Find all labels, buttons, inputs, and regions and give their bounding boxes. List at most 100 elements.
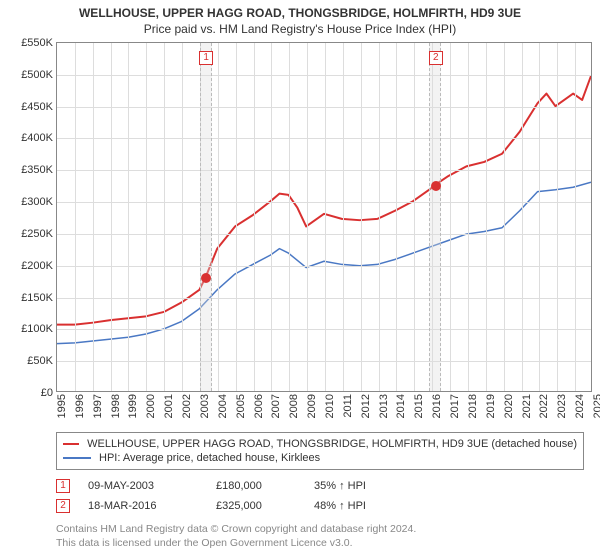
y-tick-label: £500K: [21, 69, 57, 81]
x-tick-label: 2024: [574, 394, 586, 418]
gridline-v: [254, 43, 255, 391]
x-tick-label: 1995: [56, 394, 68, 418]
x-tick-label: 2012: [360, 394, 372, 418]
series-hpi: [57, 182, 591, 343]
x-tick-label: 1997: [92, 394, 104, 418]
y-tick-label: £100K: [21, 323, 57, 335]
x-axis-ticks: 1995 1996 1997 1998 1999 2000 2001 2002 2003 2004…: [56, 392, 592, 426]
transaction-marker: 2: [56, 499, 70, 513]
gridline-v: [575, 43, 576, 391]
x-tick-label: 1998: [110, 394, 122, 418]
gridline-v: [325, 43, 326, 391]
y-tick-label: £250K: [21, 228, 57, 240]
marker-box: 2: [429, 51, 443, 65]
gridline-v: [182, 43, 183, 391]
gridline-h: [57, 202, 591, 203]
gridline-v: [218, 43, 219, 391]
y-tick-label: £50K: [27, 355, 57, 367]
shade-band: [200, 43, 213, 391]
gridline-v: [75, 43, 76, 391]
gridline-v: [307, 43, 308, 391]
footer-line: This data is licensed under the Open Gov…: [56, 536, 584, 550]
gridline-v: [414, 43, 415, 391]
transactions-table: 1 09-MAY-2003 £180,000 35% ↑ HPI 2 18-MA…: [56, 476, 584, 516]
y-tick-label: £350K: [21, 164, 57, 176]
gridline-v: [236, 43, 237, 391]
chart-titles: WELLHOUSE, UPPER HAGG ROAD, THONGSBRIDGE…: [8, 6, 592, 36]
gridline-v: [486, 43, 487, 391]
transaction-row: 1 09-MAY-2003 £180,000 35% ↑ HPI: [56, 476, 584, 496]
x-tick-label: 2014: [395, 394, 407, 418]
x-tick-label: 2004: [217, 394, 229, 418]
gridline-h: [57, 298, 591, 299]
x-tick-label: 2013: [378, 394, 390, 418]
x-tick-label: 2019: [485, 394, 497, 418]
transaction-marker: 1: [56, 479, 70, 493]
chart-container: WELLHOUSE, UPPER HAGG ROAD, THONGSBRIDGE…: [0, 0, 600, 556]
x-tick-label: 2003: [199, 394, 211, 418]
series-property: [57, 76, 591, 325]
gridline-v: [396, 43, 397, 391]
y-tick-label: £300K: [21, 196, 57, 208]
transaction-dot: [431, 181, 441, 191]
gridline-v: [343, 43, 344, 391]
chart-title-main: WELLHOUSE, UPPER HAGG ROAD, THONGSBRIDGE…: [8, 6, 592, 20]
x-tick-label: 2017: [449, 394, 461, 418]
gridline-v: [450, 43, 451, 391]
x-tick-label: 2005: [235, 394, 247, 418]
x-tick-label: 2015: [413, 394, 425, 418]
transaction-row: 2 18-MAR-2016 £325,000 48% ↑ HPI: [56, 496, 584, 516]
x-tick-label: 2016: [431, 394, 443, 418]
y-tick-label: £400K: [21, 132, 57, 144]
legend-label: WELLHOUSE, UPPER HAGG ROAD, THONGSBRIDGE…: [87, 438, 577, 450]
x-tick-label: 2021: [521, 394, 533, 418]
x-tick-label: 2007: [270, 394, 282, 418]
gridline-h: [57, 361, 591, 362]
transaction-price: £325,000: [216, 500, 296, 512]
x-tick-label: 2002: [181, 394, 193, 418]
gridline-v: [164, 43, 165, 391]
gridline-h: [57, 329, 591, 330]
gridline-v: [468, 43, 469, 391]
gridline-v: [379, 43, 380, 391]
gridline-h: [57, 107, 591, 108]
gridline-h: [57, 234, 591, 235]
legend: WELLHOUSE, UPPER HAGG ROAD, THONGSBRIDGE…: [56, 432, 584, 470]
plot-area: £0£50K£100K£150K£200K£250K£300K£350K£400…: [56, 42, 592, 392]
legend-swatch: [63, 457, 91, 459]
x-tick-label: 2010: [324, 394, 336, 418]
y-tick-label: £150K: [21, 292, 57, 304]
x-tick-label: 2022: [538, 394, 550, 418]
x-tick-label: 2025: [592, 394, 600, 418]
x-tick-label: 1996: [74, 394, 86, 418]
x-tick-label: 2011: [342, 394, 354, 418]
y-tick-label: £200K: [21, 260, 57, 272]
x-tick-label: 2000: [145, 394, 157, 418]
x-tick-label: 2008: [288, 394, 300, 418]
transaction-diff: 35% ↑ HPI: [314, 480, 394, 492]
gridline-v: [93, 43, 94, 391]
x-tick-label: 2023: [556, 394, 568, 418]
x-tick-label: 2009: [306, 394, 318, 418]
transaction-date: 09-MAY-2003: [88, 480, 198, 492]
y-tick-label: £550K: [21, 37, 57, 49]
x-tick-label: 2001: [163, 394, 175, 418]
gridline-v: [289, 43, 290, 391]
x-tick-label: 2006: [253, 394, 265, 418]
legend-swatch: [63, 443, 79, 445]
footer: Contains HM Land Registry data © Crown c…: [56, 522, 584, 550]
x-tick-label: 1999: [127, 394, 139, 418]
transaction-dot: [201, 273, 211, 283]
y-tick-label: £450K: [21, 101, 57, 113]
chart-lines-svg: [57, 43, 591, 391]
transaction-date: 18-MAR-2016: [88, 500, 198, 512]
shade-band: [429, 43, 442, 391]
gridline-h: [57, 75, 591, 76]
y-tick-label: £0: [41, 387, 57, 399]
gridline-v: [271, 43, 272, 391]
gridline-h: [57, 170, 591, 171]
gridline-v: [504, 43, 505, 391]
gridline-v: [128, 43, 129, 391]
gridline-h: [57, 138, 591, 139]
gridline-v: [522, 43, 523, 391]
